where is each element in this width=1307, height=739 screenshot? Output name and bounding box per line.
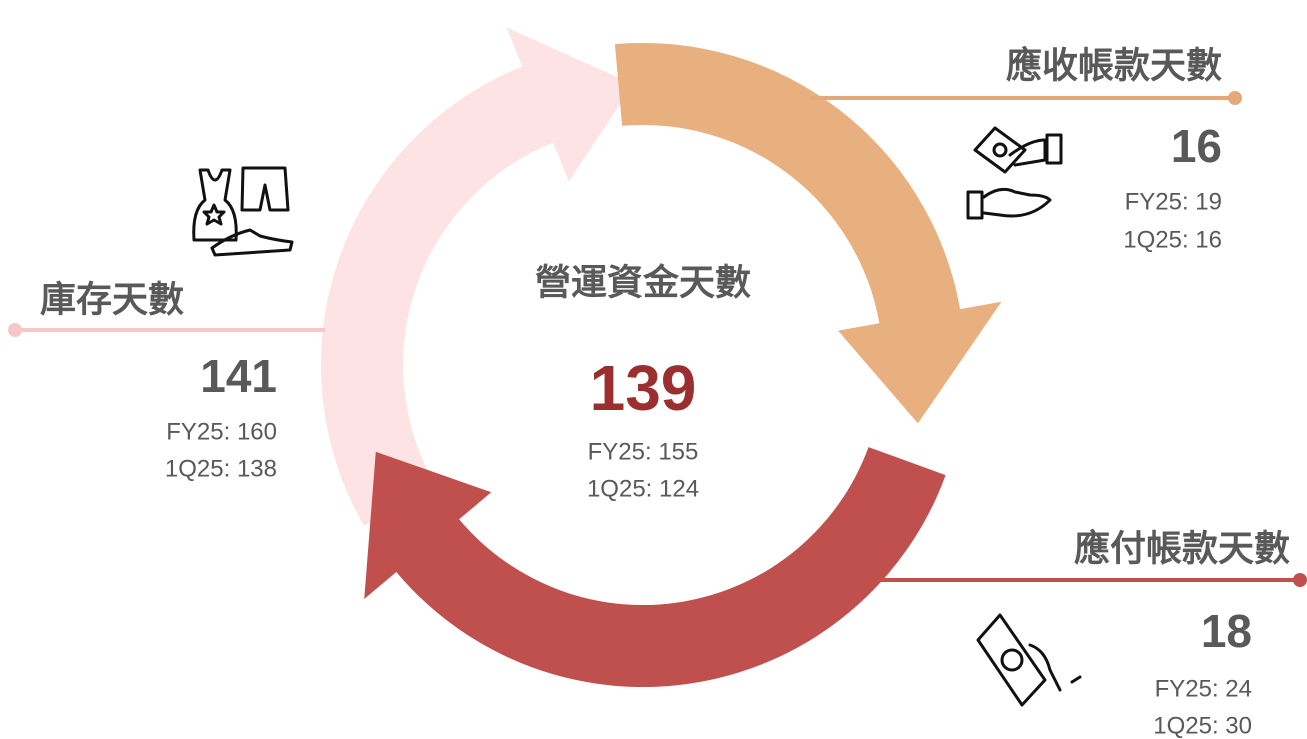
- receivables-title: 應收帳款天數: [1006, 45, 1222, 86]
- cycle-arrow: [320, 27, 634, 526]
- cycle-arrows: [320, 27, 1002, 688]
- inventory-line: 1Q25: 138: [165, 455, 277, 482]
- inventory-line: FY25: 160: [166, 418, 277, 445]
- cycle-arrow: [364, 447, 946, 688]
- center-value: 139: [590, 352, 697, 424]
- center-line: FY25: 155: [588, 438, 699, 465]
- center-line: 1Q25: 124: [587, 475, 699, 502]
- receivables-line: FY25: 19: [1125, 188, 1222, 215]
- connector-dot: [8, 323, 22, 337]
- connector-dot: [1293, 573, 1307, 587]
- payables-line: 1Q25: 30: [1153, 712, 1252, 739]
- center-title: 營運資金天數: [535, 262, 751, 303]
- inventory-value: 141: [200, 350, 277, 402]
- cash-hand-icon: [976, 613, 1082, 707]
- cycle-arrow: [614, 42, 1002, 424]
- connector-dot: [1228, 91, 1242, 105]
- handshake-money-icon: [966, 126, 1063, 220]
- clothes-icon: [192, 166, 294, 257]
- receivables-line: 1Q25: 16: [1123, 226, 1222, 253]
- payables-line: FY25: 24: [1155, 675, 1252, 702]
- payables-value: 18: [1201, 605, 1252, 657]
- inventory-title: 庫存天數: [40, 279, 184, 320]
- receivables-value: 16: [1171, 120, 1222, 172]
- payables-title: 應付帳款天數: [1074, 528, 1290, 569]
